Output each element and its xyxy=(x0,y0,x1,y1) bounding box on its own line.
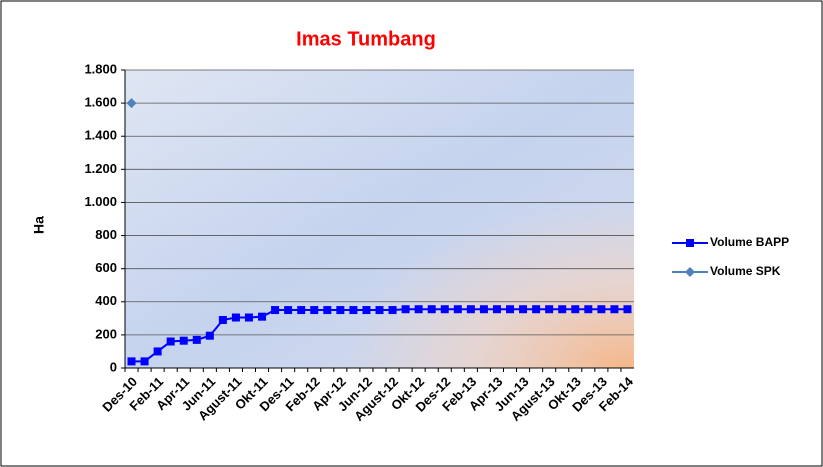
marker xyxy=(205,331,214,340)
y-tick-label: 400 xyxy=(95,293,117,308)
marker xyxy=(427,305,436,314)
marker xyxy=(466,305,475,314)
y-tick-label: 600 xyxy=(95,260,117,275)
marker xyxy=(506,305,515,314)
marker xyxy=(284,306,293,315)
marker xyxy=(192,335,201,344)
marker xyxy=(610,305,619,314)
marker xyxy=(336,306,345,315)
y-tick-label: 1.200 xyxy=(84,161,117,176)
marker xyxy=(453,305,462,314)
y-tick-label: 1.800 xyxy=(84,61,117,76)
marker xyxy=(685,267,695,277)
marker xyxy=(323,306,332,315)
y-axis-label: Ha xyxy=(31,216,47,234)
plot-glow xyxy=(125,70,634,368)
marker xyxy=(218,315,227,324)
marker xyxy=(271,306,280,315)
marker xyxy=(153,347,162,356)
marker xyxy=(414,305,423,314)
y-tick-label: 1.600 xyxy=(84,95,117,110)
marker xyxy=(492,305,501,314)
y-tick-label: 1.000 xyxy=(84,194,117,209)
marker xyxy=(244,313,253,322)
marker xyxy=(349,306,358,315)
legend-label: Volume BAPP xyxy=(710,235,789,249)
y-tick-label: 800 xyxy=(95,227,117,242)
y-tick-label: 1.400 xyxy=(84,128,117,143)
marker xyxy=(127,357,136,366)
marker xyxy=(623,305,632,314)
marker xyxy=(362,306,371,315)
y-tick-label: 0 xyxy=(110,359,117,374)
marker xyxy=(519,305,528,314)
y-tick-label: 200 xyxy=(95,326,117,341)
marker xyxy=(584,305,593,314)
marker xyxy=(388,306,397,315)
marker xyxy=(686,239,694,247)
marker xyxy=(258,312,267,321)
marker xyxy=(166,337,175,346)
marker xyxy=(375,306,384,315)
marker xyxy=(440,305,449,314)
marker xyxy=(179,336,188,345)
marker xyxy=(532,305,541,314)
chart-title: Imas Tumbang xyxy=(296,28,436,50)
marker xyxy=(558,305,567,314)
marker xyxy=(297,306,306,315)
marker xyxy=(231,313,240,322)
marker xyxy=(310,306,319,315)
marker xyxy=(401,305,410,314)
marker xyxy=(597,305,606,314)
marker xyxy=(479,305,488,314)
legend-label: Volume SPK xyxy=(710,264,781,278)
marker xyxy=(126,98,137,109)
marker xyxy=(571,305,580,314)
marker xyxy=(545,305,554,314)
marker xyxy=(140,357,149,366)
